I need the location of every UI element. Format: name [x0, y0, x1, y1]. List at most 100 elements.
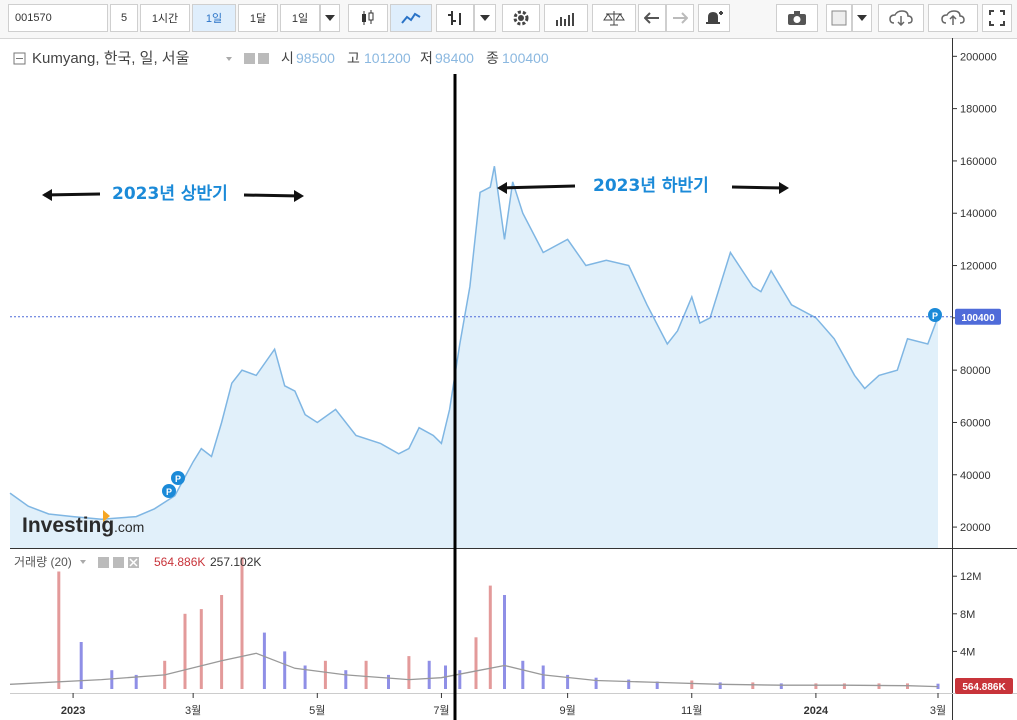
y-tick-label: 40000	[960, 470, 991, 482]
second-half-label: 2023년 하반기	[593, 176, 709, 196]
close-label: 종	[486, 50, 499, 66]
interval-label: 1시간	[151, 13, 179, 25]
y-tick-label: 20000	[960, 522, 991, 534]
volume-bar	[655, 681, 659, 689]
settings-icon[interactable]	[258, 53, 269, 64]
volume-bar	[458, 670, 462, 689]
volume-bar	[110, 670, 114, 689]
interval-label: 1일	[291, 13, 309, 25]
settings-button[interactable]	[502, 4, 540, 32]
close-icon[interactable]	[128, 557, 139, 568]
interval-custom-button[interactable]: 1일	[280, 4, 320, 32]
volume-bar	[751, 682, 755, 689]
open-label: 시	[281, 50, 294, 66]
volume-tick-label: 12M	[960, 571, 981, 583]
visibility-icon[interactable]	[244, 53, 255, 64]
x-tick-label: 2024	[804, 705, 829, 717]
interval-1d-button[interactable]: 1일	[192, 4, 236, 32]
settings-icon[interactable]	[113, 557, 124, 568]
compare-button[interactable]	[592, 4, 636, 32]
volume-bar	[407, 656, 411, 689]
logo-brand: Investing	[22, 514, 114, 537]
time-axis[interactable]: 2023 3월 5월 7월 9월 11월 2024 3월	[61, 693, 946, 717]
y-tick-label: 120000	[960, 261, 997, 273]
camera-icon	[788, 11, 806, 25]
volume-bar	[57, 571, 61, 689]
volume-bar	[134, 674, 138, 689]
volume-bar	[541, 665, 545, 689]
undo-button[interactable]	[638, 4, 666, 32]
svg-text:P: P	[175, 474, 181, 484]
arrow-left-icon	[497, 182, 507, 194]
x-tick-label: 2023	[61, 705, 85, 717]
y-tick-label: 60000	[960, 417, 991, 429]
chevron-down-icon	[325, 15, 335, 21]
color-dropdown[interactable]	[852, 4, 872, 32]
chevron-down-icon	[857, 15, 867, 21]
volume-bar	[303, 665, 307, 689]
last-volume-badge: 564.886K	[955, 678, 1013, 694]
x-tick-label: 7월	[433, 704, 449, 717]
investing-logo: Investing .com	[22, 510, 144, 537]
volume-bar	[199, 609, 203, 689]
event-marker[interactable]: P	[162, 484, 176, 498]
x-tick-label: 5월	[309, 704, 325, 717]
undo-icon	[644, 12, 659, 24]
interval-5m-button[interactable]: 5	[110, 4, 138, 32]
last-price-label: 100400	[961, 313, 995, 324]
ohlc-bar-icon	[448, 11, 461, 25]
legend-dropdown-icon[interactable]	[226, 57, 232, 61]
line-chart-icon	[401, 12, 421, 24]
volume-ma-line	[9, 652, 939, 688]
volume-tick-label: 8M	[960, 609, 975, 621]
arrow-left-icon	[42, 189, 52, 201]
interval-1m-button[interactable]: 1달	[238, 4, 278, 32]
volume-bar	[566, 674, 570, 689]
alert-button[interactable]	[698, 4, 730, 32]
volume-bar	[779, 683, 783, 689]
price-chart[interactable]: 2000040000600008000010000012000014000016…	[0, 38, 1017, 720]
volume-legend: 거래량 (20) 564.886K 257.102K	[14, 555, 261, 569]
save-button[interactable]	[928, 4, 978, 32]
gear-icon	[513, 10, 529, 26]
volume-dropdown-icon[interactable]	[80, 560, 86, 564]
volume-bar	[474, 637, 478, 689]
first-half-label: 2023년 상반기	[112, 184, 228, 204]
volume-bar	[488, 585, 492, 689]
x-tick-label: 11월	[681, 704, 703, 717]
volume-bar	[521, 660, 525, 689]
interval-1h-button[interactable]: 1시간	[140, 4, 190, 32]
series-name: Kumyang, 한국, 일, 서울	[32, 50, 189, 67]
indicators-button[interactable]	[544, 4, 588, 32]
color-button[interactable]	[826, 4, 852, 32]
event-marker[interactable]: P	[928, 308, 942, 322]
chevron-down-icon	[480, 15, 490, 21]
area-chart-button[interactable]	[390, 4, 432, 32]
y-tick-label: 140000	[960, 208, 997, 220]
svg-text:P: P	[166, 487, 172, 497]
volume-bar	[323, 660, 327, 689]
volume-axis[interactable]: 4M 8M 12M	[952, 571, 981, 658]
redo-icon	[673, 12, 688, 24]
interval-dropdown-button[interactable]	[320, 4, 340, 32]
series-legend: Kumyang, 한국, 일, 서울 시 98500 고 101200 저 98…	[13, 50, 549, 67]
interval-label: 1일	[205, 13, 223, 25]
first-half-annotation: 2023년 상반기	[42, 184, 304, 204]
volume-bar	[220, 595, 224, 689]
y-tick-label: 80000	[960, 365, 991, 377]
bar-style-button[interactable]	[436, 4, 474, 32]
candle-chart-button[interactable]	[348, 4, 388, 32]
redo-button[interactable]	[666, 4, 694, 32]
symbol-input[interactable]: 001570	[8, 4, 108, 32]
visibility-icon[interactable]	[98, 557, 109, 568]
scales-icon	[603, 11, 625, 26]
load-button[interactable]	[878, 4, 924, 32]
chart-style-dropdown[interactable]	[474, 4, 496, 32]
price-axis[interactable]: 2000040000600008000010000012000014000016…	[952, 51, 997, 534]
arrow-right-icon	[779, 182, 789, 194]
event-marker[interactable]: P	[171, 471, 185, 485]
screenshot-button[interactable]	[776, 4, 818, 32]
volume-bar	[344, 670, 348, 689]
y-tick-label: 160000	[960, 156, 997, 168]
fullscreen-button[interactable]	[982, 4, 1012, 32]
